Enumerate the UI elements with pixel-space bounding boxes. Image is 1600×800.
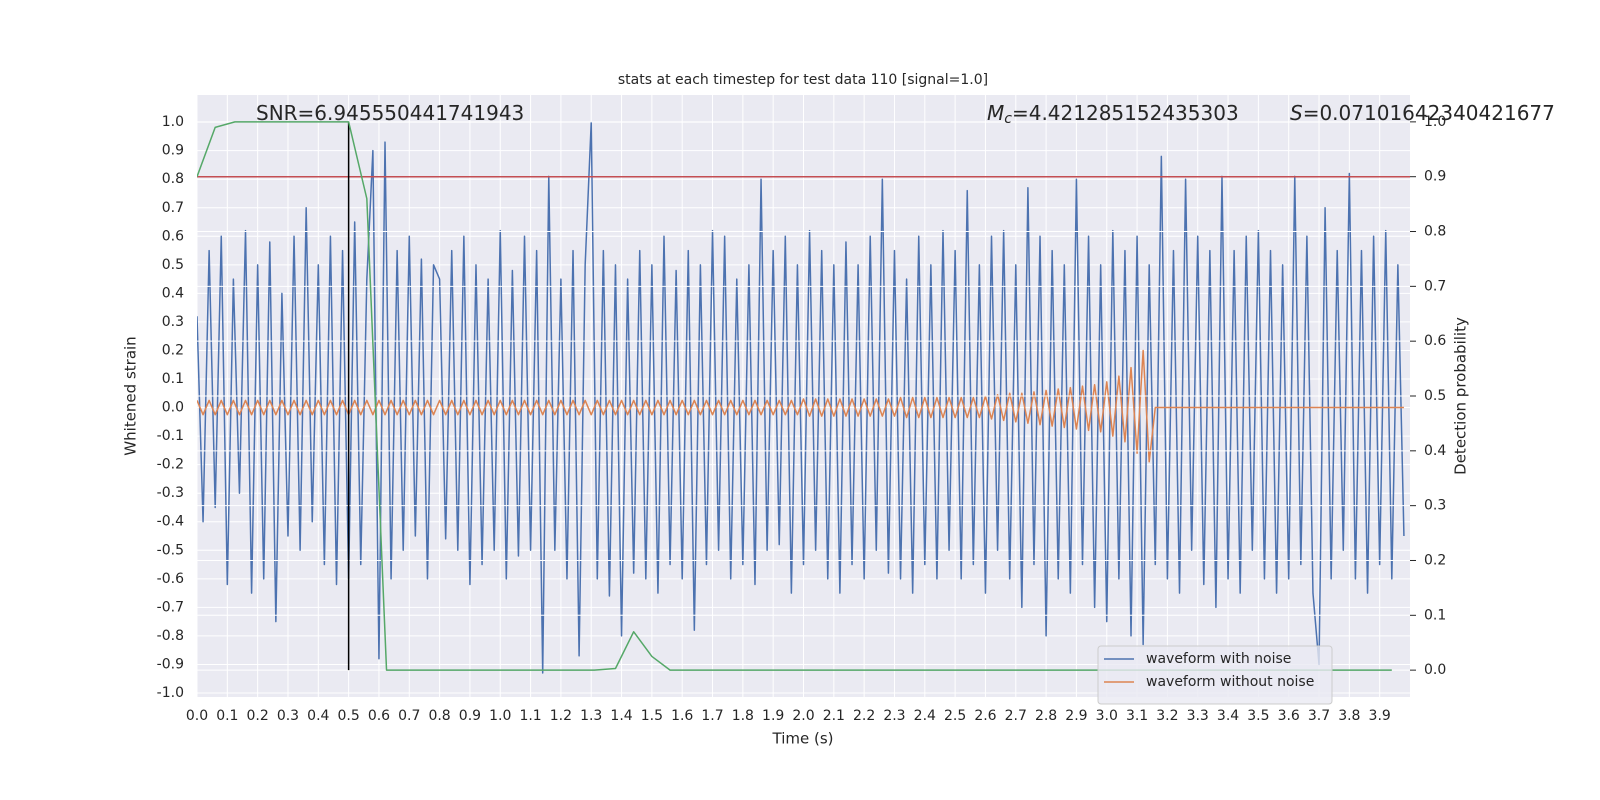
x-tick-label: 3.1: [1126, 708, 1148, 724]
y-tick-label: -0.7: [157, 599, 184, 615]
y-tick-label: -0.1: [157, 428, 184, 444]
x-tick-label: 1.2: [550, 708, 572, 724]
y-tick-label: 0.9: [162, 143, 184, 159]
y2-tick-label: 1.0: [1424, 114, 1446, 130]
y-tick-label: -0.4: [157, 514, 184, 530]
legend-box: [1097, 645, 1333, 705]
y-tick-label: 0.5: [162, 257, 184, 273]
annotation: S=0.07101642340421677: [1290, 101, 1555, 125]
grid-y2: [197, 121, 1410, 671]
x-tick-label: 2.6: [974, 708, 996, 724]
series-line: [197, 349, 1404, 463]
y-tick-label: 1.0: [162, 114, 184, 130]
y-tick-label: 0.0: [162, 400, 184, 416]
y2-axis-label: Detection probability: [1452, 317, 1470, 475]
series-line: [197, 121, 1405, 674]
y2-tick-label: 0.0: [1424, 662, 1446, 678]
x-tick-label: 0.6: [368, 708, 390, 724]
x-tick-label: 1.4: [610, 708, 632, 724]
y-axis-label: Whitened strain: [122, 336, 140, 455]
y-tick-label: -0.6: [157, 571, 184, 587]
annotation-text: =4.421285152435303: [1012, 101, 1239, 125]
x-tick-label: 2.1: [823, 708, 845, 724]
y-tick-label: -0.2: [157, 457, 184, 473]
legend-label: waveform without noise: [1146, 674, 1314, 690]
y-tick-label: -0.5: [157, 542, 184, 558]
x-tick-label: 2.7: [1005, 708, 1027, 724]
annotation: Mc=4.421285152435303: [987, 101, 1239, 128]
y-tick-label: 0.2: [162, 342, 184, 358]
y-tick-label: -0.9: [157, 656, 184, 672]
annotation: SNR=6.945550441741943: [256, 101, 524, 125]
x-tick-label: 1.7: [701, 708, 723, 724]
annotation-symbol: S: [1290, 101, 1303, 125]
x-tick-label: 0.4: [307, 708, 329, 724]
y2-tick-label: 0.3: [1424, 498, 1446, 514]
x-tick-label: 2.5: [944, 708, 966, 724]
y-tick-label: 0.4: [162, 285, 184, 301]
y-tick-label: 0.7: [162, 200, 184, 216]
x-tick-label: 1.0: [489, 708, 511, 724]
x-tick-label: 0.0: [186, 708, 208, 724]
y-tick-label: -1.0: [157, 685, 184, 701]
x-tick-label: 1.8: [732, 708, 754, 724]
y2-tick-label: 0.6: [1424, 333, 1446, 349]
x-tick-label: 3.2: [1156, 708, 1178, 724]
legend-label: waveform with noise: [1146, 651, 1291, 667]
x-tick-label: 0.7: [398, 708, 420, 724]
x-tick-label: 2.3: [883, 708, 905, 724]
y2-tick-label: 0.8: [1424, 224, 1446, 240]
y2-tick-label: 0.9: [1424, 169, 1446, 185]
labels: 0.0 0.1 0.2 0.3 0.4 0.5 0.6 0.7 0.8 0.9 1.0 1.1 1.2 1…: [157, 101, 1555, 725]
x-tick-label: 3.4: [1217, 708, 1239, 724]
y2-tick-label: 0.7: [1424, 278, 1446, 294]
x-tick-label: 0.2: [247, 708, 269, 724]
y2-tick-label: 0.5: [1424, 388, 1446, 404]
plot-overlay: [197, 121, 1410, 671]
x-tick-label: 3.0: [1096, 708, 1118, 724]
y-tick-label: 0.1: [162, 371, 184, 387]
x-tick-label: 3.8: [1338, 708, 1360, 724]
x-tick-label: 3.5: [1247, 708, 1269, 724]
y-tick-label: -0.3: [157, 485, 184, 501]
x-tick-label: 3.9: [1369, 708, 1391, 724]
y2-tick-label: 0.1: [1424, 607, 1446, 623]
y-tick-label: 0.8: [162, 171, 184, 187]
annotation-symbol: M: [987, 101, 1004, 125]
series-line: [197, 121, 1392, 671]
x-tick-label: 1.9: [762, 708, 784, 724]
y-tick-label: -0.8: [157, 628, 184, 644]
x-tick-label: 1.6: [671, 708, 693, 724]
x-tick-label: 1.1: [519, 708, 541, 724]
x-tick-label: 2.0: [792, 708, 814, 724]
x-tick-label: 2.4: [914, 708, 936, 724]
x-tick-label: 3.6: [1278, 708, 1300, 724]
y-tick-label: 0.6: [162, 228, 184, 244]
x-tick-label: 0.1: [216, 708, 238, 724]
x-tick-label: 2.9: [1065, 708, 1087, 724]
x-tick-label: 0.3: [277, 708, 299, 724]
legend: waveform with noise waveform without nois…: [1097, 645, 1333, 705]
x-tick-label: 3.7: [1308, 708, 1330, 724]
y-tick-label: 0.3: [162, 314, 184, 330]
x-tick-label: 2.2: [853, 708, 875, 724]
plot-data: [197, 121, 1405, 674]
y2-tick-label: 0.2: [1424, 552, 1446, 568]
x-tick-label: 2.8: [1035, 708, 1057, 724]
x-tick-label: 1.3: [580, 708, 602, 724]
y2-tick-label: 0.4: [1424, 443, 1446, 459]
annotation-text: =0.07101642340421677: [1303, 101, 1555, 125]
chart-title: stats at each timestep for test data 110…: [618, 72, 988, 88]
annotation-subscript: c: [1004, 111, 1012, 127]
x-tick-label: 3.3: [1187, 708, 1209, 724]
annotation-text: SNR=6.945550441741943: [256, 101, 524, 125]
x-tick-label: 0.8: [428, 708, 450, 724]
x-tick-label: 1.5: [641, 708, 663, 724]
x-tick-label: 0.9: [459, 708, 481, 724]
x-tick-label: 0.5: [337, 708, 359, 724]
x-axis-label: Time (s): [772, 730, 834, 748]
